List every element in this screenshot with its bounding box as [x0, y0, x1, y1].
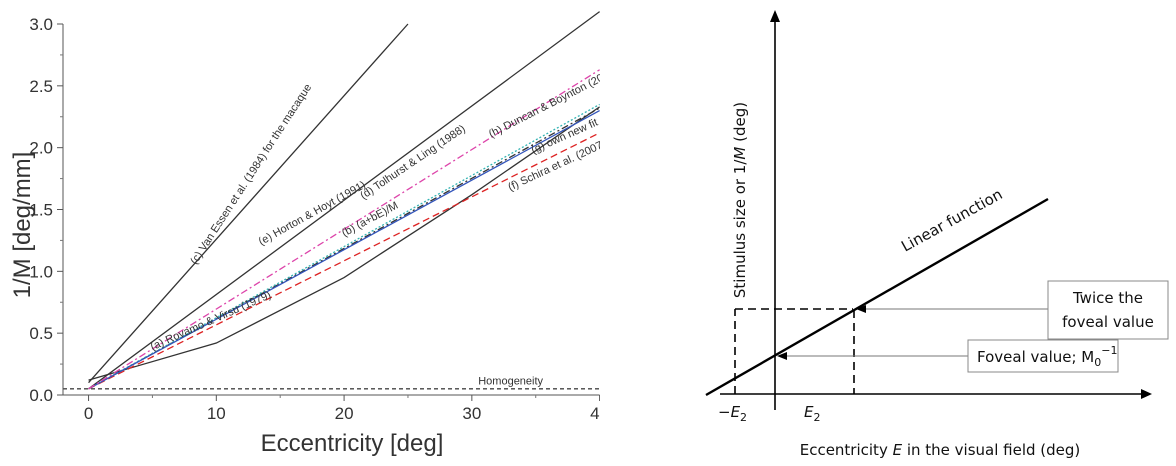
series-label-8: Homogeneity — [478, 375, 543, 387]
tick-neg-e2: −E2 — [718, 403, 747, 424]
box-twice-line1: Twice the — [1072, 289, 1143, 307]
leader-foveal-arrow — [777, 352, 787, 360]
y-tick-label: 3.0 — [29, 15, 53, 34]
diagram-y-arrow — [770, 10, 780, 22]
linear-function-line — [705, 197, 1049, 397]
y-tick-label: 1.0 — [29, 262, 53, 281]
diagram-y-title: Stimulus size or 1/M (deg) — [731, 102, 749, 298]
y-axis-title: 1/M [deg/mm] — [9, 152, 36, 299]
y-tick-label: 1.5 — [29, 201, 53, 220]
series-line-7 — [88, 69, 600, 390]
box-foveal — [967, 339, 1119, 373]
y-tick-label: 2.5 — [29, 77, 53, 96]
leader-twice-arrow — [856, 305, 866, 313]
y-tick-label: 0.0 — [29, 386, 53, 405]
x-tick-label: 10 — [207, 404, 226, 423]
x-tick-label: 20 — [335, 404, 354, 423]
chart-ticks: 0 10 20 30 40 0.0 0.5 1.0 1.5 2.0 2.5 3.0 — [29, 15, 600, 423]
series-line-1 — [88, 107, 600, 390]
series-line-6 — [88, 109, 600, 390]
x-tick-label: 40 — [590, 404, 600, 423]
series-line-5 — [88, 132, 600, 390]
x-tick-label: 0 — [84, 404, 93, 423]
box-foveal-text: Foveal value; M0−1 — [977, 344, 1117, 369]
x-axis-title: Eccentricity [deg] — [261, 430, 444, 457]
series-line-3 — [88, 11, 600, 390]
y-tick-label: 2.0 — [29, 139, 53, 158]
series-line-4 — [88, 103, 600, 390]
eccentricity-chart: 0102030400.00.51.01.52.02.53.0 (a) Rovam… — [9, 11, 600, 457]
diagram-x-title: Eccentricity E in the visual field (deg) — [800, 441, 1081, 459]
box-twice-line2: foveal value — [1062, 313, 1154, 331]
y-tick-label: 0.5 — [29, 324, 53, 343]
diagram-x-arrow — [1141, 389, 1152, 399]
tick-pos-e2: E2 — [804, 403, 820, 424]
x-tick-label: 30 — [462, 404, 481, 423]
box-twice — [1047, 280, 1169, 340]
series-line-2 — [88, 23, 409, 384]
series-line-0 — [88, 106, 600, 381]
plot-lines — [63, 11, 600, 390]
linear-function-label: Linear function — [898, 185, 1005, 255]
